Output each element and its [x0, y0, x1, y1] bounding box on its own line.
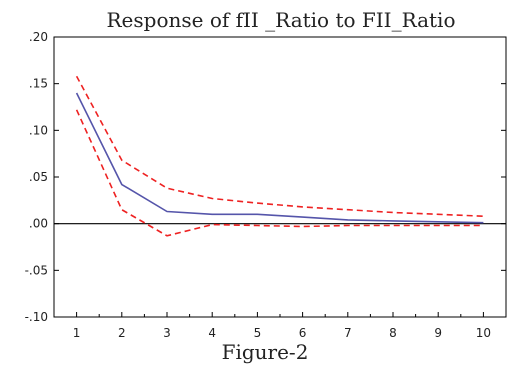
series-line-upper-band: [75, 75, 484, 217]
x-tick-label: 7: [344, 326, 352, 340]
plot-frame: [53, 36, 507, 318]
plot-marks: -.10 -.05 .00 .05 .10 .15 .20 1 2 3 4 5 6 7 8 9 10: [25, 30, 507, 340]
y-tick-label: -.05: [25, 263, 48, 277]
series-line-response: [75, 92, 484, 224]
chart-title: Response of fII _Ratio to FII_Ratio: [106, 8, 455, 32]
y-tick-label: .10: [29, 123, 48, 137]
x-tick-label: 8: [389, 326, 397, 340]
x-tick-label: 5: [254, 326, 262, 340]
series-line-lower-band: [75, 109, 484, 237]
y-tick-label: .20: [29, 30, 48, 44]
x-tick-label: 6: [299, 326, 307, 340]
y-tick-label: -.10: [25, 310, 48, 324]
x-tick-label: 4: [208, 326, 216, 340]
x-tick-label: 9: [434, 326, 442, 340]
y-tick-label: .00: [29, 217, 48, 231]
y-tick-label: .05: [29, 170, 48, 184]
figure-caption: Figure-2: [222, 340, 309, 364]
x-tick-label: 2: [118, 326, 126, 340]
x-tick-label: 3: [163, 326, 171, 340]
y-tick-label: .15: [29, 77, 48, 91]
x-tick-label: 10: [476, 326, 491, 340]
x-tick-label: 1: [73, 326, 81, 340]
